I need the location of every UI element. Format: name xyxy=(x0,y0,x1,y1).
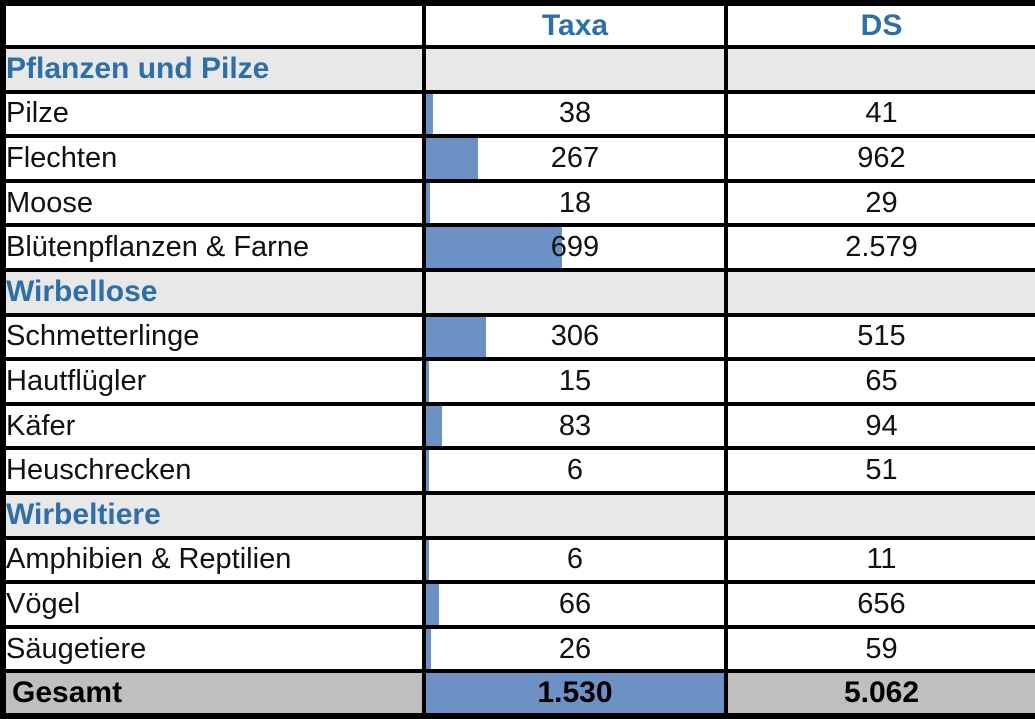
row-label: Moose xyxy=(1,178,426,228)
ds-value: 41 xyxy=(724,89,1035,139)
ds-value: 29 xyxy=(724,178,1035,228)
taxa-data-bar xyxy=(428,586,439,623)
section-empty-ds xyxy=(724,490,1035,540)
ds-value: 962 xyxy=(724,134,1035,183)
row-label: Blütenpflanzen & Farne xyxy=(1,223,426,272)
ds-value: 11 xyxy=(724,535,1035,585)
taxa-data-bar xyxy=(428,140,478,177)
table-row-bluetenpflanzen-farne: Blütenpflanzen & Farne 699 2.579 xyxy=(1,223,1035,272)
taxa-value: 306 xyxy=(550,320,600,353)
taxa-cell: 699 xyxy=(422,223,728,272)
row-label: Flechten xyxy=(1,134,426,183)
taxa-value: 15 xyxy=(558,364,592,397)
table-row-heuschrecken: Heuschrecken 6 51 xyxy=(1,446,1035,495)
header-taxa: Taxa xyxy=(422,1,728,49)
taxa-cell: 267 xyxy=(422,134,728,183)
total-label: Gesamt xyxy=(1,669,426,718)
taxa-value: 83 xyxy=(558,409,592,442)
ds-value: 94 xyxy=(724,401,1035,451)
section-empty-taxa xyxy=(422,267,728,317)
taxa-cell: 6 xyxy=(422,446,728,495)
section-row-wirbeltiere: Wirbeltiere xyxy=(1,490,1035,540)
section-row-pflanzen-und-pilze: Pflanzen und Pilze xyxy=(1,45,1035,94)
row-label: Schmetterlinge xyxy=(1,312,426,362)
total-row: Gesamt 1.530 5.062 xyxy=(1,669,1035,718)
section-label: Wirbeltiere xyxy=(1,490,426,540)
header-row: Taxa DS xyxy=(1,1,1035,49)
total-taxa-cell: 1.530 xyxy=(422,669,728,718)
header-empty-cell xyxy=(1,1,426,49)
section-row-wirbellose: Wirbellose xyxy=(1,267,1035,317)
taxa-cell: 66 xyxy=(422,580,728,629)
total-ds-value: 5.062 xyxy=(724,669,1035,718)
taxa-data-bar xyxy=(428,318,486,356)
row-label: Pilze xyxy=(1,89,426,139)
taxa-data-bar xyxy=(428,630,432,668)
table-row-voegel: Vögel 66 656 xyxy=(1,580,1035,629)
ds-value: 656 xyxy=(724,580,1035,629)
table-row-saeugetiere: Säugetiere 26 59 xyxy=(1,624,1035,674)
taxa-data-bar xyxy=(428,95,434,133)
total-taxa-data-bar xyxy=(428,675,722,713)
section-empty-ds xyxy=(724,267,1035,317)
taxa-value: 699 xyxy=(550,231,600,264)
taxa-cell: 38 xyxy=(422,89,728,139)
table-row-hautfluegler: Hautflügler 15 65 xyxy=(1,357,1035,406)
taxa-value: 6 xyxy=(566,543,584,576)
section-label: Pflanzen und Pilze xyxy=(1,45,426,94)
taxa-data-bar xyxy=(428,229,563,267)
taxa-value: 6 xyxy=(566,454,584,487)
taxa-data-bar xyxy=(428,363,429,400)
section-label: Wirbellose xyxy=(1,267,426,317)
row-label: Heuschrecken xyxy=(1,446,426,495)
taxa-value: 18 xyxy=(558,186,592,219)
taxa-value: 66 xyxy=(558,587,592,620)
taxa-cell: 306 xyxy=(422,312,728,362)
row-label: Hautflügler xyxy=(1,357,426,406)
row-label: Käfer xyxy=(1,401,426,451)
taxa-value: 26 xyxy=(558,632,592,665)
section-empty-ds xyxy=(724,45,1035,94)
taxa-cell: 26 xyxy=(422,624,728,674)
table-row-kaefer: Käfer 83 94 xyxy=(1,401,1035,451)
taxa-cell: 6 xyxy=(422,535,728,585)
table-row-moose: Moose 18 29 xyxy=(1,178,1035,228)
table-row-flechten: Flechten 267 962 xyxy=(1,134,1035,183)
total-taxa-value: 1.530 xyxy=(537,676,613,710)
taxa-cell: 15 xyxy=(422,357,728,406)
section-empty-taxa xyxy=(422,45,728,94)
taxa-cell: 83 xyxy=(422,401,728,451)
taxa-data-bar xyxy=(428,184,430,222)
section-empty-taxa xyxy=(422,490,728,540)
ds-value: 2.579 xyxy=(724,223,1035,272)
taxa-value: 267 xyxy=(550,141,600,174)
ds-value: 59 xyxy=(724,624,1035,674)
taxa-data-bar xyxy=(428,452,429,489)
taxa-data-bar xyxy=(428,407,443,445)
header-ds: DS xyxy=(724,1,1035,49)
table-row-amphibien-reptilien: Amphibien & Reptilien 6 11 xyxy=(1,535,1035,585)
ds-value: 51 xyxy=(724,446,1035,495)
taxa-value: 38 xyxy=(558,97,592,130)
table-row-pilze: Pilze 38 41 xyxy=(1,89,1035,139)
ds-value: 65 xyxy=(724,357,1035,406)
ds-value: 515 xyxy=(724,312,1035,362)
row-label: Säugetiere xyxy=(1,624,426,674)
table-row-schmetterlinge: Schmetterlinge 306 515 xyxy=(1,312,1035,362)
row-label: Amphibien & Reptilien xyxy=(1,535,426,585)
taxa-data-bar xyxy=(428,541,429,579)
row-label: Vögel xyxy=(1,580,426,629)
taxa-cell: 18 xyxy=(422,178,728,228)
